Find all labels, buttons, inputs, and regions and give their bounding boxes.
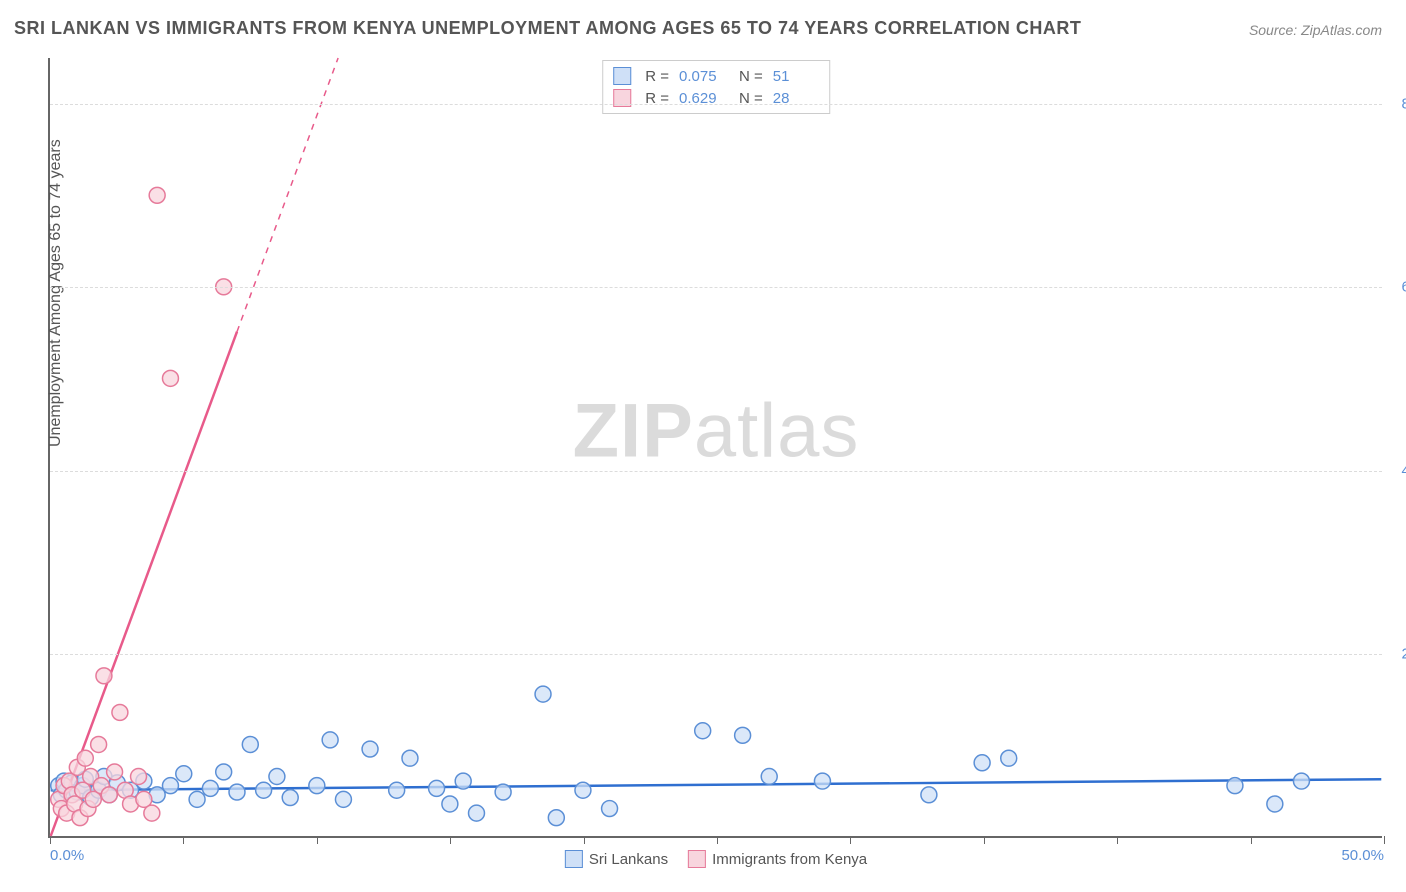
y-tick-label: 60.0% [1388, 279, 1406, 296]
legend-item-1: Immigrants from Kenya [688, 850, 867, 868]
x-tick [984, 836, 985, 844]
source-label: Source: ZipAtlas.com [1249, 22, 1382, 38]
x-tick [717, 836, 718, 844]
series-legend: Sri Lankans Immigrants from Kenya [565, 850, 867, 868]
legend-bottom-swatch-0 [565, 850, 583, 868]
plot-area: Unemployment Among Ages 65 to 74 years Z… [48, 58, 1382, 838]
legend-bottom-label-1: Immigrants from Kenya [712, 851, 867, 868]
gridline [50, 287, 1382, 288]
y-tick-label: 20.0% [1388, 646, 1406, 663]
x-tick [317, 836, 318, 844]
chart-title: SRI LANKAN VS IMMIGRANTS FROM KENYA UNEM… [14, 18, 1081, 39]
x-tick [1251, 836, 1252, 844]
y-tick-label: 40.0% [1388, 462, 1406, 479]
gridline [50, 104, 1382, 105]
x-tick [50, 836, 51, 844]
legend-bottom-label-0: Sri Lankans [589, 851, 668, 868]
chart-svg [50, 58, 1382, 836]
x-tick-label: 0.0% [50, 847, 84, 864]
y-tick-label: 80.0% [1388, 95, 1406, 112]
legend-bottom-swatch-1 [688, 850, 706, 868]
legend-item-0: Sri Lankans [565, 850, 668, 868]
x-tick [450, 836, 451, 844]
gridline [50, 654, 1382, 655]
x-tick [183, 836, 184, 844]
x-tick [1384, 836, 1385, 844]
x-tick [1117, 836, 1118, 844]
x-tick [850, 836, 851, 844]
gridline [50, 471, 1382, 472]
x-tick [584, 836, 585, 844]
x-tick-label: 50.0% [1341, 847, 1384, 864]
